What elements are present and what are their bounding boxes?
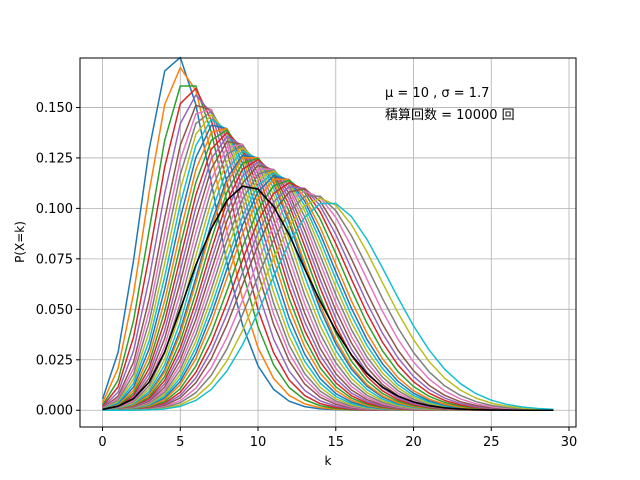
plot-frame: [79, 57, 577, 428]
average-curve-group: [102, 185, 554, 412]
poisson-curve: [102, 185, 554, 411]
x-tick-label: 5: [176, 435, 184, 450]
poisson-curve: [102, 197, 554, 411]
x-axis-label: k: [325, 454, 332, 468]
poisson-curve: [102, 181, 554, 411]
axes-ticks: 0 5 10 15 20 25 30 0.000 0.025 0.050 0.075 0.100 0.1…: [36, 101, 577, 450]
poisson-curve: [102, 190, 554, 411]
poisson-curve: [102, 187, 554, 411]
x-tick-label: 0: [98, 435, 106, 450]
x-tick-label: 30: [561, 435, 578, 450]
annotation-mu-sigma: μ = 10 , σ = 1.7: [385, 86, 489, 101]
annotation-iterations: 積算回数 = 10000 回: [385, 108, 515, 123]
y-axis-label: P(X=k): [13, 221, 27, 263]
y-tick-label: 0.025: [36, 353, 73, 368]
poisson-curve: [102, 202, 554, 411]
y-tick-label: 0.100: [36, 202, 73, 217]
y-tick-label: 0.125: [36, 151, 73, 166]
y-tick-label: 0.150: [36, 101, 73, 116]
x-tick-label: 15: [328, 435, 345, 450]
x-tick-label: 10: [250, 435, 267, 450]
y-tick-label: 0.075: [36, 252, 73, 267]
average-curve: [102, 185, 554, 412]
x-tick-label: 20: [405, 435, 422, 450]
y-tick-label: 0.050: [36, 303, 73, 318]
y-tick-label: 0.000: [36, 404, 73, 419]
x-tick-label: 25: [483, 435, 500, 450]
